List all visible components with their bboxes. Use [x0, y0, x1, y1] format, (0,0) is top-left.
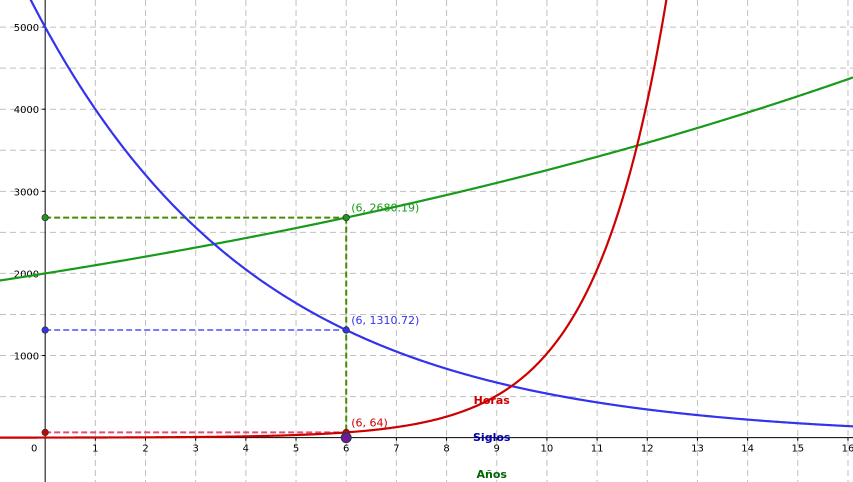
x-tick-label: 11 [591, 444, 604, 455]
axis-point [41, 213, 49, 222]
curve-point[interactable] [342, 213, 350, 222]
y-tick-label: 1000 [14, 352, 39, 363]
curve-horas [0, 0, 668, 439]
x-tick-label: 6 [343, 444, 349, 455]
curves [0, 0, 853, 439]
axis-point [41, 326, 49, 334]
x-tick-label: 5 [293, 444, 299, 455]
points[interactable] [41, 213, 352, 444]
slider-point[interactable] [340, 432, 352, 444]
x-tick-label: 13 [691, 444, 704, 455]
x-tick-label: 12 [641, 444, 654, 455]
curve-name-label: Siglos [473, 431, 511, 444]
y-tick-label: 4000 [14, 105, 39, 116]
y-tick-label: 3000 [14, 187, 39, 198]
x-tick-label: 10 [541, 444, 554, 455]
x-tick-label: 3 [193, 444, 199, 455]
x-tick-label: 2 [142, 444, 148, 455]
curve-siglos [29, 0, 853, 428]
point-coordinate-label: (6, 2680.19) [351, 202, 419, 215]
curve-anos [0, 76, 853, 282]
x-tick-label: 9 [494, 444, 500, 455]
y-tick-label: 2000 [14, 269, 39, 280]
x-tick-label: 4 [243, 444, 249, 455]
curve-name-label: Horas [474, 394, 511, 407]
point-coordinate-label: (6, 64) [351, 416, 388, 429]
x-tick-label: 14 [741, 444, 754, 455]
curve-labels: (6, 2680.19) (6, 1310.72) (6, 64) Años Siglo… [351, 202, 511, 481]
x-tick-label: 1 [92, 444, 98, 455]
tick-labels: 1012345678910111213141516100020003000400… [14, 23, 853, 455]
curve-name-label: Años [477, 468, 508, 481]
x-tick-label: 16 [842, 444, 853, 455]
axis-point [41, 428, 49, 437]
x-tick-label: 8 [443, 444, 449, 455]
y-tick-label: 5000 [14, 23, 39, 34]
point-coordinate-label: (6, 1310.72) [351, 314, 419, 327]
x-tick-label: 15 [791, 444, 804, 455]
x-tick-label: 0 [31, 444, 37, 455]
x-tick-label: 7 [393, 444, 399, 455]
curve-point[interactable] [342, 326, 350, 334]
